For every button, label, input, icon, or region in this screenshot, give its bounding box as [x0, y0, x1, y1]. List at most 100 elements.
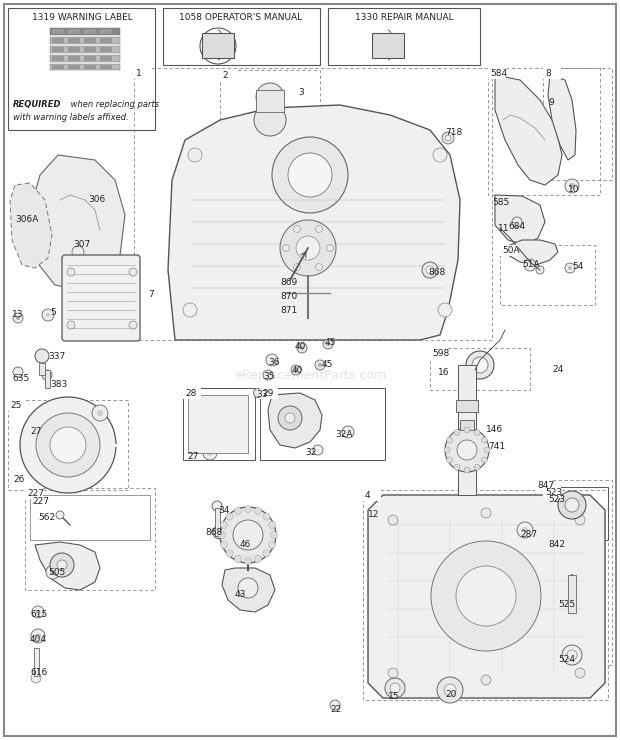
Circle shape	[268, 522, 275, 528]
Bar	[84, 29, 96, 34]
Text: 13: 13	[12, 310, 24, 319]
Circle shape	[567, 650, 577, 660]
Text: 7: 7	[148, 290, 154, 299]
Polygon shape	[368, 495, 605, 698]
Circle shape	[212, 501, 222, 511]
Bar	[460, 420, 474, 430]
Circle shape	[315, 360, 325, 370]
Circle shape	[129, 268, 137, 276]
Circle shape	[456, 566, 516, 626]
Circle shape	[278, 406, 302, 430]
Bar	[50, 28, 120, 35]
Bar	[372, 33, 404, 58]
Bar	[45, 370, 50, 388]
Polygon shape	[168, 105, 460, 340]
Text: 11: 11	[498, 224, 510, 233]
Circle shape	[207, 450, 213, 456]
Circle shape	[464, 427, 470, 433]
Circle shape	[129, 321, 137, 329]
Circle shape	[512, 217, 522, 227]
Text: 718: 718	[445, 128, 463, 137]
Circle shape	[300, 346, 304, 350]
Circle shape	[385, 678, 405, 698]
Bar	[456, 400, 478, 412]
Circle shape	[46, 313, 50, 317]
Circle shape	[217, 529, 223, 535]
Text: 741: 741	[488, 442, 505, 451]
Bar	[8, 8, 155, 130]
Bar	[100, 29, 112, 34]
Bar	[260, 388, 278, 399]
Circle shape	[35, 633, 41, 639]
Text: 306A: 306A	[15, 215, 38, 224]
Circle shape	[327, 244, 334, 252]
Bar	[39, 363, 45, 375]
Text: 8: 8	[545, 69, 551, 78]
Text: 12: 12	[368, 510, 379, 519]
Bar	[100, 47, 112, 52]
Text: 25: 25	[10, 401, 21, 410]
Circle shape	[31, 673, 41, 683]
Bar	[568, 575, 576, 613]
Circle shape	[326, 342, 330, 346]
Text: 4: 4	[365, 491, 371, 500]
Circle shape	[565, 498, 579, 512]
Circle shape	[218, 531, 226, 539]
Text: 5: 5	[50, 308, 56, 317]
Text: 868: 868	[205, 528, 222, 537]
Circle shape	[280, 220, 336, 276]
Circle shape	[569, 183, 575, 189]
Circle shape	[32, 606, 44, 618]
Bar	[220, 70, 238, 81]
Polygon shape	[495, 195, 545, 245]
Circle shape	[234, 508, 242, 514]
Circle shape	[238, 578, 258, 598]
Circle shape	[188, 148, 202, 162]
Bar	[215, 508, 220, 536]
Bar	[25, 488, 155, 590]
Text: 598: 598	[432, 349, 450, 358]
Circle shape	[254, 556, 262, 562]
Circle shape	[390, 683, 400, 693]
Circle shape	[67, 268, 75, 276]
Polygon shape	[548, 75, 576, 160]
Bar	[68, 29, 80, 34]
Text: 584: 584	[490, 69, 507, 78]
Bar	[52, 65, 64, 69]
Circle shape	[330, 700, 340, 710]
Circle shape	[36, 413, 100, 477]
Circle shape	[203, 446, 217, 460]
Text: 1319 WARNING LABEL: 1319 WARNING LABEL	[32, 13, 133, 22]
Circle shape	[294, 368, 298, 372]
Bar	[52, 29, 64, 34]
Circle shape	[31, 629, 45, 643]
Text: 404: 404	[30, 635, 47, 644]
Bar	[25, 488, 43, 499]
Text: with warning labels affixed.: with warning labels affixed.	[13, 113, 129, 122]
Bar	[84, 38, 96, 43]
Circle shape	[474, 464, 480, 471]
Circle shape	[221, 522, 228, 528]
Bar	[220, 70, 320, 135]
Circle shape	[422, 262, 438, 278]
Text: 32: 32	[305, 448, 316, 457]
Circle shape	[97, 410, 103, 416]
Bar	[84, 47, 96, 52]
Circle shape	[388, 668, 398, 678]
Circle shape	[536, 266, 544, 274]
Circle shape	[562, 645, 582, 665]
Circle shape	[268, 542, 275, 548]
Circle shape	[444, 447, 450, 453]
Text: 40: 40	[295, 342, 306, 351]
Bar	[68, 38, 80, 43]
Bar	[8, 400, 26, 411]
Text: 51A: 51A	[522, 260, 539, 269]
Bar	[68, 56, 80, 61]
Text: 27: 27	[30, 427, 42, 436]
Circle shape	[272, 137, 348, 213]
Bar	[50, 37, 120, 44]
Bar	[100, 56, 112, 61]
Circle shape	[517, 522, 533, 538]
Circle shape	[433, 148, 447, 162]
Bar	[134, 68, 152, 79]
